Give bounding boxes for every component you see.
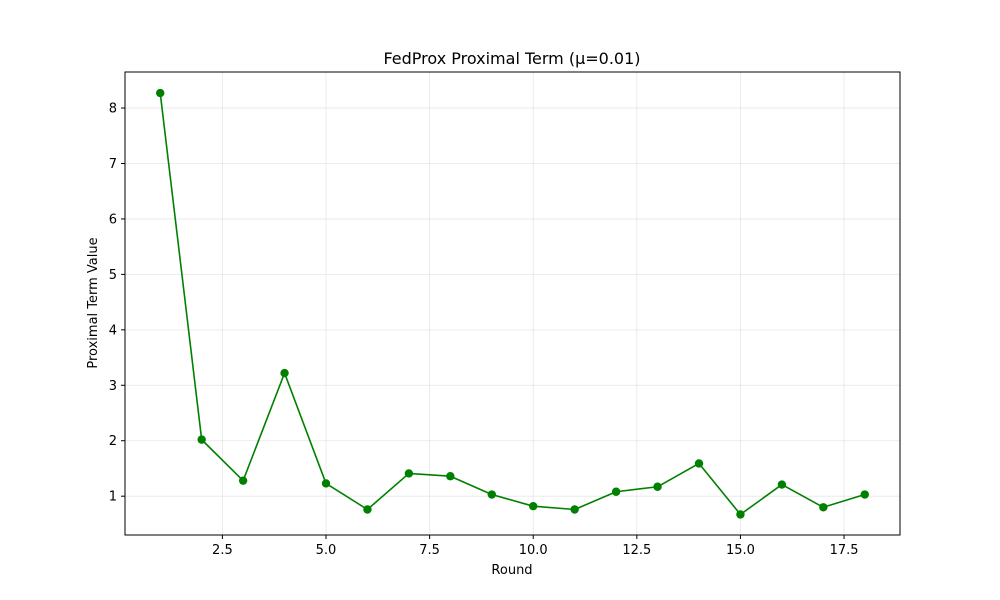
x-tick-label: 17.5 xyxy=(830,543,859,558)
x-tick-label: 12.5 xyxy=(622,543,651,558)
data-point xyxy=(404,469,414,478)
x-tick-label: 10.0 xyxy=(519,543,548,558)
x-tick-label: 7.5 xyxy=(419,543,440,558)
data-point xyxy=(156,88,165,98)
data-point xyxy=(446,472,455,481)
data-point xyxy=(529,501,538,511)
plot-frame xyxy=(124,71,901,536)
y-tick-label: 3 xyxy=(109,379,117,394)
y-tick-label: 2 xyxy=(109,434,117,449)
y-tick-label: 5 xyxy=(109,268,117,283)
data-point xyxy=(238,476,248,485)
data-point xyxy=(694,459,704,468)
series-line xyxy=(159,92,866,516)
x-axis-label: Round xyxy=(491,563,532,578)
data-point xyxy=(363,505,372,514)
data-point xyxy=(653,482,662,491)
series-fedprox xyxy=(156,88,869,519)
x-tick-label: 5.0 xyxy=(316,543,337,558)
data-point xyxy=(736,510,745,519)
data-point xyxy=(570,505,579,514)
x-axis: 2.5 5.0 7.5 10.0 12.5 15.0 17.5 xyxy=(212,535,859,558)
data-point xyxy=(197,435,206,444)
y-tick-label: 4 xyxy=(109,323,117,338)
data-point xyxy=(819,503,828,512)
data-point xyxy=(777,480,787,489)
data-point xyxy=(860,490,869,499)
data-point xyxy=(280,368,289,378)
y-tick-label: 7 xyxy=(109,157,117,172)
data-point xyxy=(611,487,621,496)
x-tick-label: 15.0 xyxy=(726,543,755,558)
data-point xyxy=(321,479,331,488)
data-point xyxy=(487,490,496,499)
y-axis-label: Proximal Term Value xyxy=(86,237,101,368)
x-tick-label: 2.5 xyxy=(212,543,233,558)
y-tick-label: 6 xyxy=(109,212,117,227)
y-tick-label: 8 xyxy=(109,102,117,117)
y-axis: 1 2 3 4 5 6 7 8 xyxy=(109,102,125,505)
y-tick-label: 1 xyxy=(109,490,117,505)
chart-title: FedProx Proximal Term (μ=0.01) xyxy=(383,49,640,68)
grid xyxy=(125,72,900,535)
